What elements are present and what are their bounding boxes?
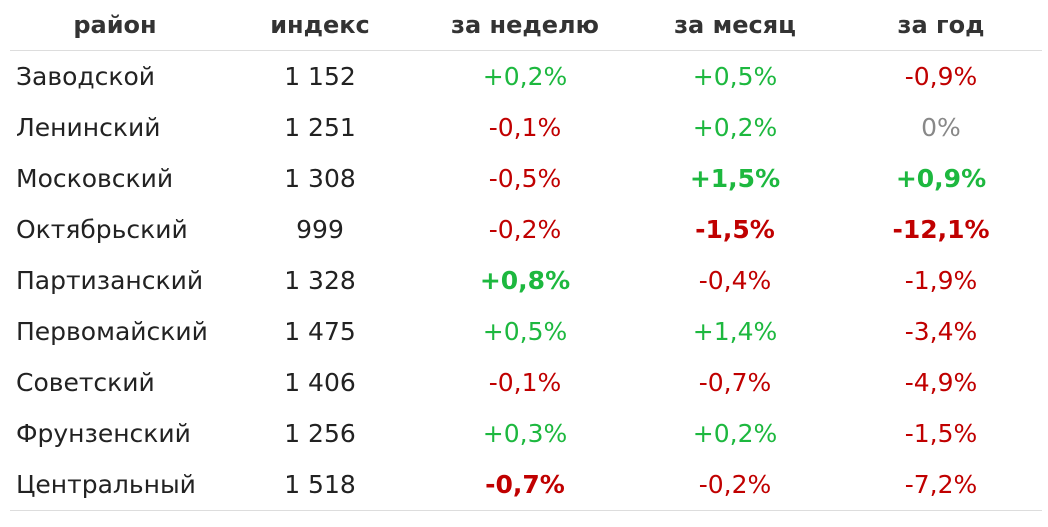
- header-year: за год: [840, 0, 1042, 51]
- cell-district: Партизанский: [16, 266, 204, 295]
- cell-index: 1 256: [284, 419, 356, 448]
- cell-year: -0,9%: [904, 62, 978, 91]
- cell-week: +0,5%: [482, 317, 568, 346]
- table-row: Советский 1 406 -0,1% -0,7% -4,9%: [10, 357, 1042, 408]
- cell-year: -4,9%: [904, 368, 978, 397]
- cell-index: 1 475: [284, 317, 356, 346]
- cell-month: +0,5%: [692, 62, 778, 91]
- cell-week: -0,2%: [488, 215, 562, 244]
- cell-district: Московский: [16, 164, 174, 193]
- header-district: район: [10, 0, 220, 51]
- cell-week: -0,1%: [488, 113, 562, 142]
- table-row: Заводской 1 152 +0,2% +0,5% -0,9%: [10, 51, 1042, 103]
- cell-year: -3,4%: [904, 317, 978, 346]
- cell-year: 0%: [921, 113, 961, 142]
- header-month: за месяц: [630, 0, 840, 51]
- cell-index: 1 328: [284, 266, 356, 295]
- cell-district: Центральный: [10, 459, 220, 511]
- cell-month: +0,2%: [692, 113, 778, 142]
- cell-district: Заводской: [16, 62, 156, 91]
- cell-week: -0,7%: [420, 459, 630, 511]
- cell-index: 1 251: [284, 113, 356, 142]
- table-row: Октябрьский 999 -0,2% -1,5% -12,1%: [10, 204, 1042, 255]
- cell-week: +0,2%: [482, 62, 568, 91]
- cell-district: Первомайский: [16, 317, 208, 346]
- table-row: Фрунзенский 1 256 +0,3% +0,2% -1,5%: [10, 408, 1042, 459]
- cell-month: +0,2%: [692, 419, 778, 448]
- cell-index: 1 152: [284, 62, 356, 91]
- price-index-table-container: район индекс за неделю за месяц за год З…: [10, 0, 1042, 511]
- cell-month: -0,4%: [698, 266, 772, 295]
- cell-month: -0,7%: [698, 368, 772, 397]
- cell-year: -1,9%: [904, 266, 978, 295]
- cell-district: Советский: [16, 368, 155, 397]
- cell-district: Октябрьский: [16, 215, 188, 244]
- cell-year: -12,1%: [892, 215, 990, 244]
- header-index: индекс: [220, 0, 420, 51]
- cell-week: +0,3%: [482, 419, 568, 448]
- table-row: Ленинский 1 251 -0,1% +0,2% 0%: [10, 102, 1042, 153]
- cell-month: -0,2%: [630, 459, 840, 511]
- cell-year: -1,5%: [904, 419, 978, 448]
- cell-week: +0,8%: [479, 266, 571, 295]
- cell-index: 1 518: [220, 459, 420, 511]
- cell-week: -0,5%: [488, 164, 562, 193]
- table-row: Партизанский 1 328 +0,8% -0,4% -1,9%: [10, 255, 1042, 306]
- table-row: Первомайский 1 475 +0,5% +1,4% -3,4%: [10, 306, 1042, 357]
- table-row: Центральный 1 518 -0,7% -0,2% -7,2%: [10, 459, 1042, 511]
- table-row: Московский 1 308 -0,5% +1,5% +0,9%: [10, 153, 1042, 204]
- cell-district: Фрунзенский: [16, 419, 191, 448]
- cell-month: +1,4%: [692, 317, 778, 346]
- cell-month: +1,5%: [689, 164, 781, 193]
- cell-week: -0,1%: [488, 368, 562, 397]
- price-index-table: район индекс за неделю за месяц за год З…: [10, 0, 1042, 511]
- header-week: за неделю: [420, 0, 630, 51]
- cell-index: 1 308: [284, 164, 356, 193]
- cell-year: -7,2%: [840, 459, 1042, 511]
- cell-month: -1,5%: [695, 215, 775, 244]
- cell-index: 999: [296, 215, 344, 244]
- cell-district: Ленинский: [16, 113, 161, 142]
- cell-year: +0,9%: [895, 164, 987, 193]
- cell-index: 1 406: [284, 368, 356, 397]
- table-header-row: район индекс за неделю за месяц за год: [10, 0, 1042, 51]
